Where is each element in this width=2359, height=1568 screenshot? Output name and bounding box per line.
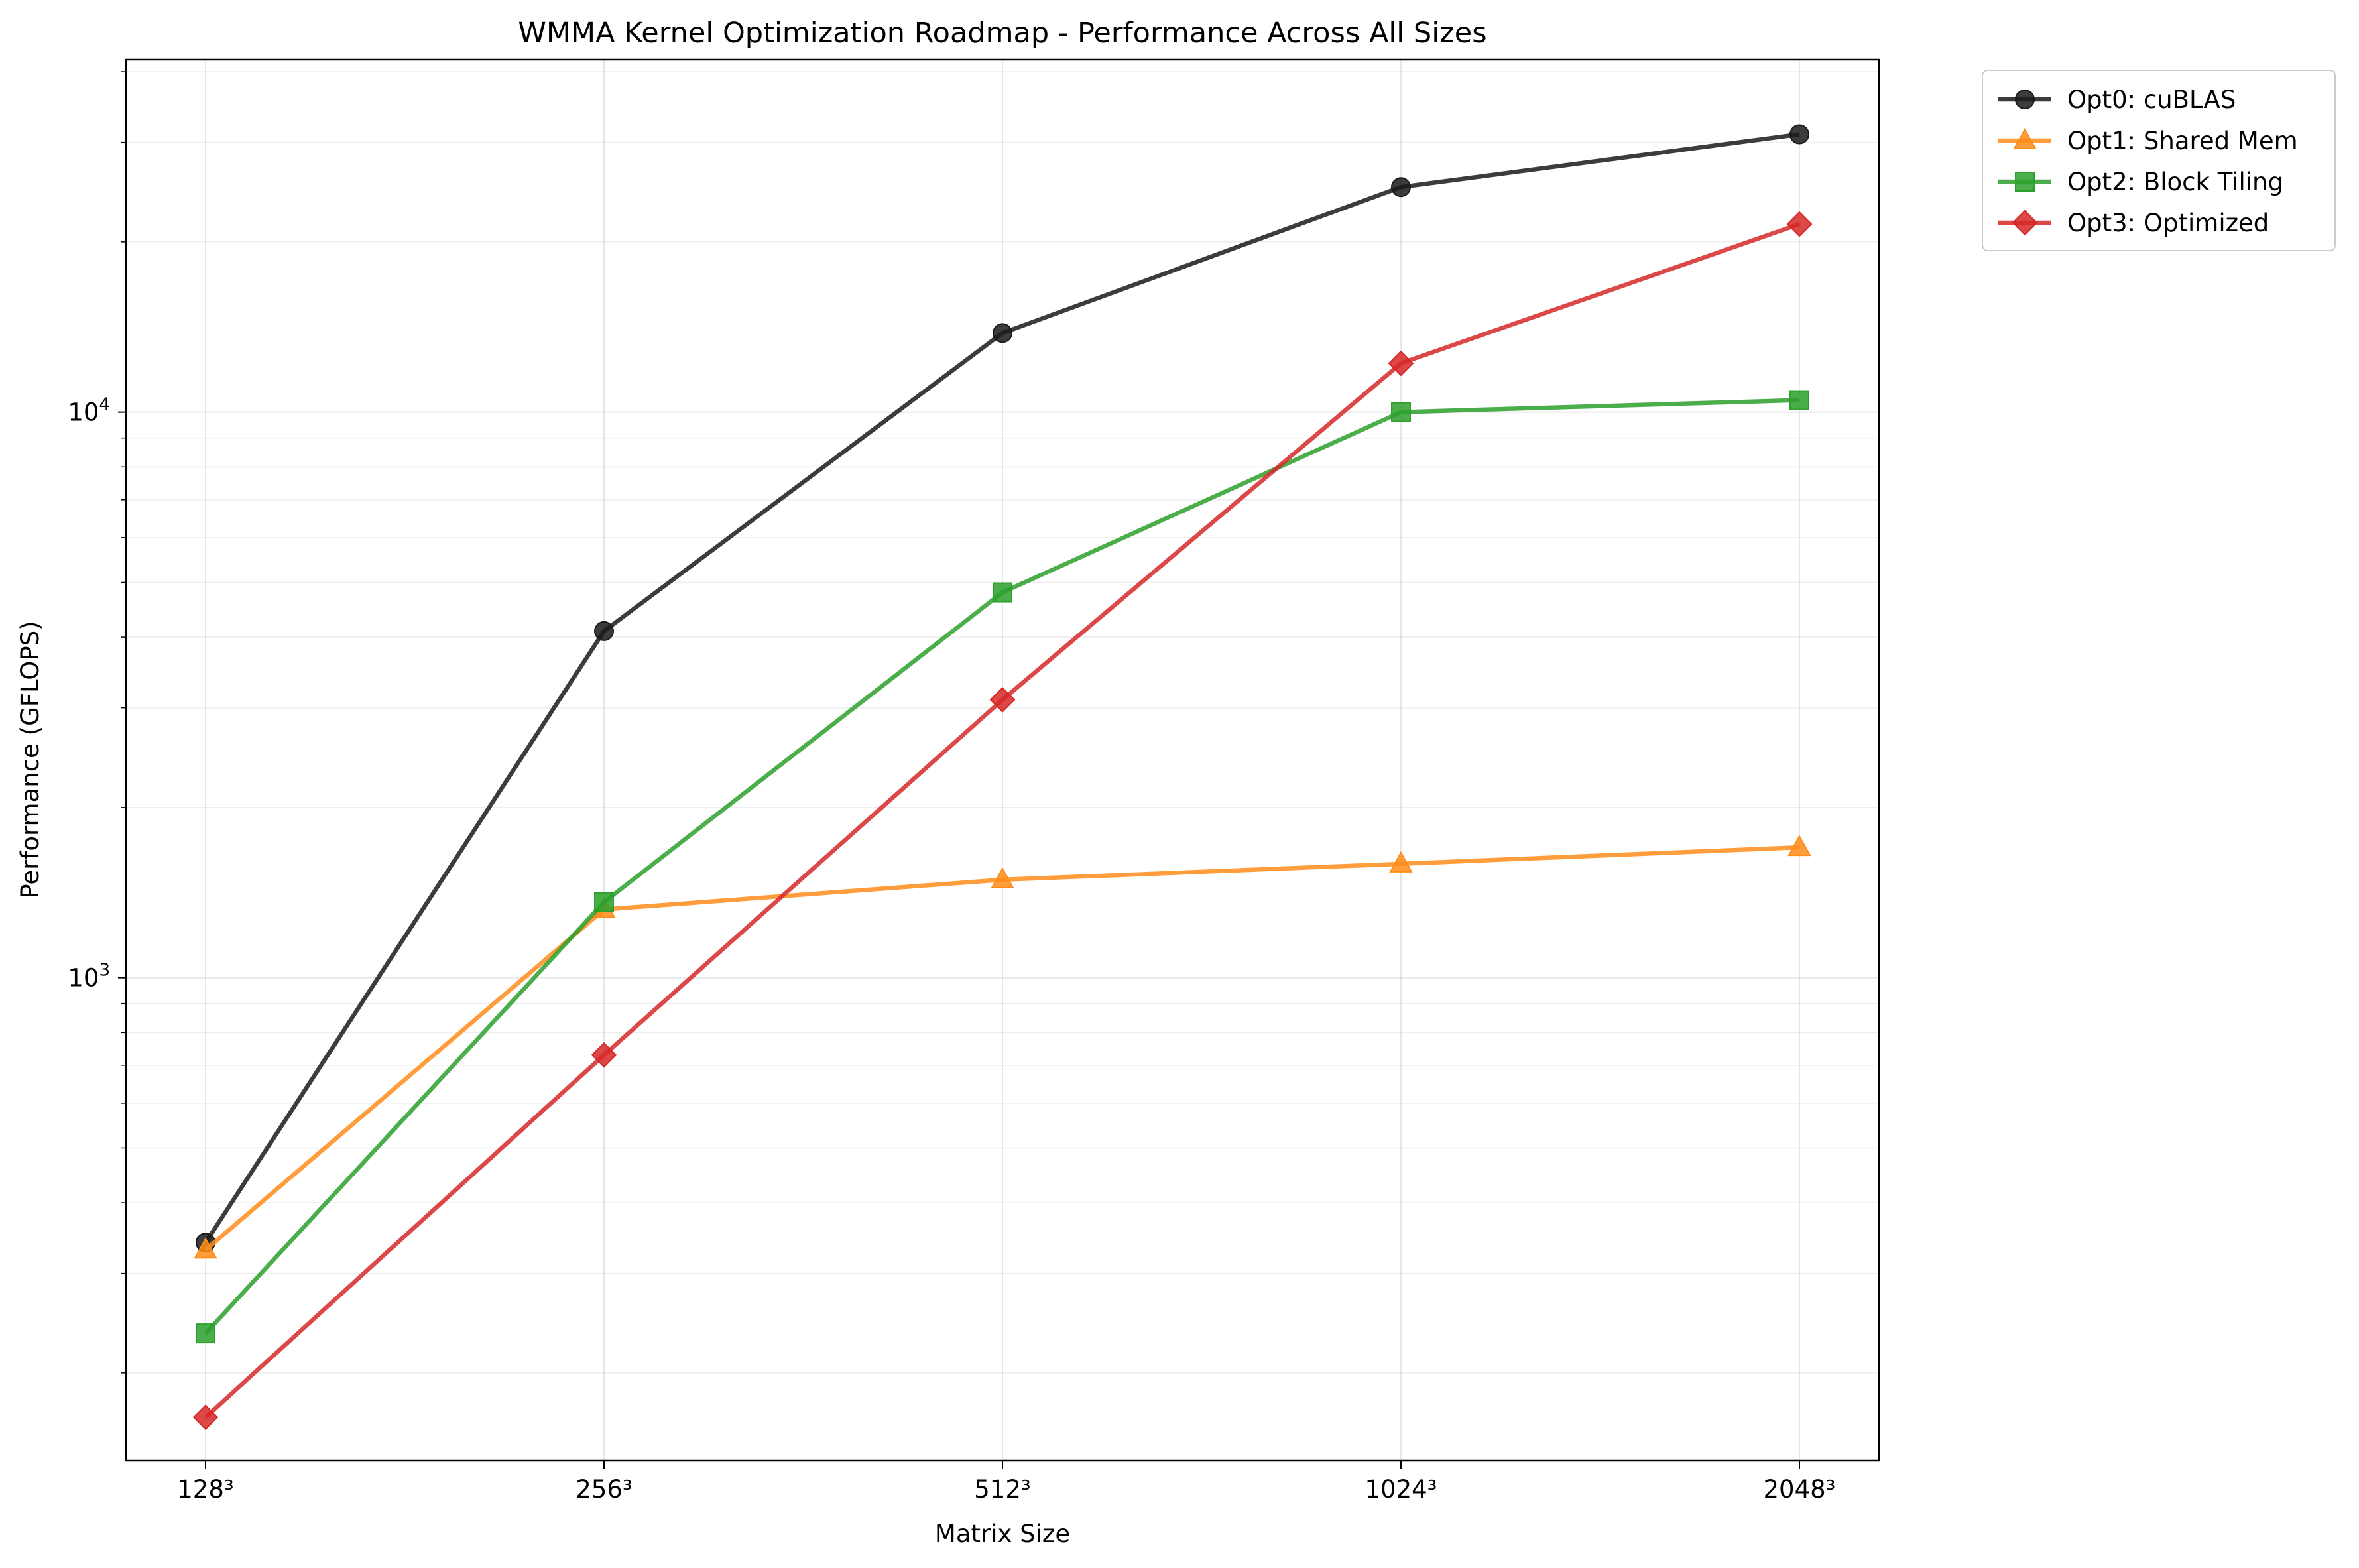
- data-point: [594, 621, 614, 641]
- legend-marker: [2012, 210, 2038, 236]
- data-point: [591, 1042, 617, 1068]
- data-point: [1789, 124, 1809, 145]
- legend-label: Opt1: Shared Mem: [2067, 127, 2298, 155]
- data-point: [194, 1237, 217, 1259]
- data-point: [594, 892, 614, 912]
- y-axis-label: Performance (GFLOPS): [16, 621, 44, 898]
- data-point: [1388, 350, 1414, 377]
- data-point: [991, 867, 1014, 888]
- data-point: [993, 323, 1012, 343]
- x-tick-label: 128³: [177, 1475, 233, 1504]
- y-tick-label-base: 10: [68, 964, 99, 993]
- legend-box: [1982, 70, 2336, 251]
- data-point: [1787, 834, 1811, 857]
- data-point: [1391, 177, 1411, 198]
- data-point: [1389, 851, 1413, 873]
- y-tick-label-base: 10: [68, 398, 99, 427]
- x-tick-label: 2048³: [1764, 1475, 1836, 1504]
- y-tick-label-exponent: 4: [99, 395, 110, 415]
- grid-lines: [126, 60, 1879, 1461]
- legend-label: Opt3: Optimized: [2067, 209, 2269, 237]
- series-square: [196, 390, 1809, 1344]
- legend-marker: [2015, 172, 2035, 192]
- legend-label: Opt0: cuBLAS: [2067, 86, 2236, 114]
- x-tick-label: 512³: [974, 1475, 1030, 1504]
- x-tick-label: 256³: [575, 1475, 632, 1504]
- data-point: [1786, 211, 1813, 237]
- data-point: [196, 1323, 215, 1344]
- legend-marker: [2015, 90, 2035, 109]
- x-axis-ticks: 128³ 256³ 512³ 1024³ 2048³: [177, 1461, 1836, 1504]
- legend-label: Opt2: Block Tiling: [2067, 168, 2283, 196]
- y-tick-label: 104: [68, 395, 110, 427]
- legend: Opt0: cuBLAS Opt1: Shared Mem Opt2: Block …: [1982, 70, 2336, 251]
- series-diamond: [192, 211, 1813, 1431]
- y-tick-label: 103: [68, 961, 110, 993]
- data-point: [192, 1404, 219, 1431]
- x-axis-label: Matrix Size: [935, 1520, 1070, 1548]
- legend-item: Opt1: Shared Mem: [1998, 127, 2298, 155]
- legend-marker: [2013, 127, 2037, 149]
- chart-title: WMMA Kernel Optimization Roadmap - Perfo…: [518, 17, 1486, 50]
- data-series: [192, 124, 1813, 1431]
- data-point: [1789, 390, 1809, 410]
- x-tick-label: 1024³: [1365, 1475, 1437, 1504]
- data-point: [1391, 402, 1411, 422]
- legend-item: Opt0: cuBLAS: [1998, 86, 2236, 114]
- legend-item: Opt3: Optimized: [1998, 209, 2269, 237]
- legend-item: Opt2: Block Tiling: [1998, 168, 2283, 196]
- data-point: [989, 687, 1016, 713]
- y-tick-label-exponent: 3: [99, 961, 110, 981]
- data-point: [993, 582, 1012, 603]
